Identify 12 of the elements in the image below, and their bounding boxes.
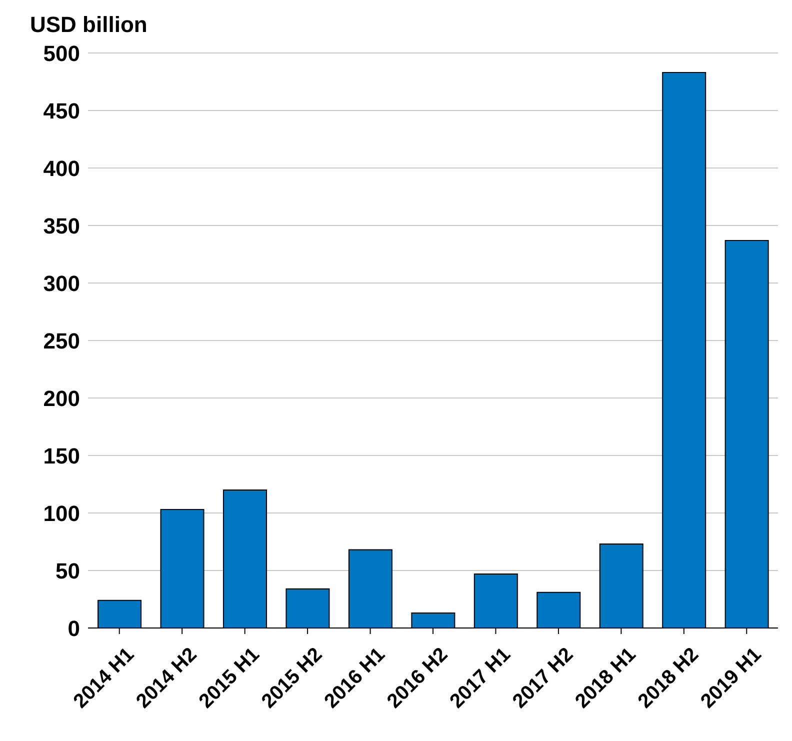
y-tick-label: 100 bbox=[43, 500, 80, 526]
y-tick-label: 50 bbox=[56, 558, 80, 584]
y-tick-label: 450 bbox=[43, 98, 80, 124]
y-tick-label: 300 bbox=[43, 270, 80, 296]
y-tick-label: 200 bbox=[43, 386, 80, 411]
y-tick-label: 500 bbox=[43, 40, 80, 66]
y-axis-title: USD billion bbox=[30, 12, 148, 38]
y-tick-label: 400 bbox=[43, 156, 80, 181]
y-tick-label: 250 bbox=[43, 328, 80, 354]
y-tick-label: 150 bbox=[43, 443, 80, 468]
y-tick-label: 0 bbox=[68, 616, 80, 641]
y-tick-label: 350 bbox=[43, 213, 80, 238]
